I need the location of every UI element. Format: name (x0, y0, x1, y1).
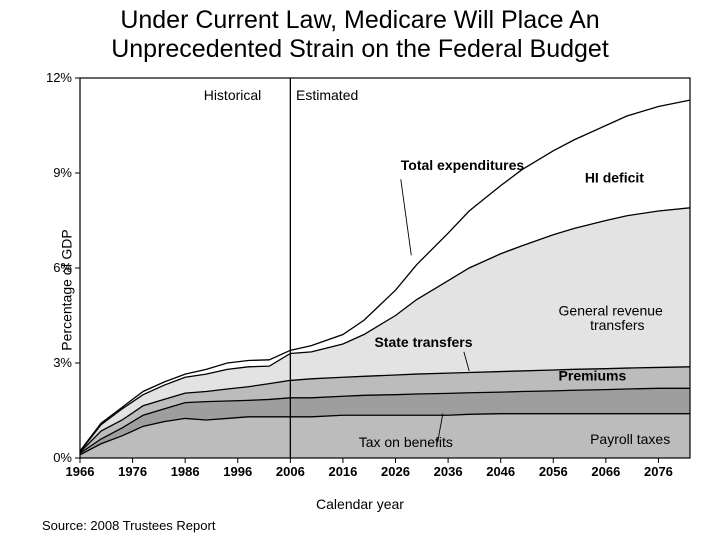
svg-text:2006: 2006 (276, 464, 305, 479)
svg-text:9%: 9% (53, 165, 72, 180)
svg-text:Total expenditures: Total expenditures (401, 156, 525, 172)
x-axis-label: Calendar year (316, 496, 404, 512)
svg-text:0%: 0% (53, 450, 72, 465)
svg-text:Tax on benefits: Tax on benefits (359, 433, 453, 449)
y-axis-label: Percentage of GDP (59, 229, 75, 350)
svg-text:transfers: transfers (590, 316, 644, 332)
svg-text:HI deficit: HI deficit (585, 169, 644, 185)
svg-text:2056: 2056 (539, 464, 568, 479)
svg-text:2046: 2046 (486, 464, 515, 479)
source-footnote: Source: 2008 Trustees Report (0, 514, 720, 533)
svg-text:2016: 2016 (328, 464, 357, 479)
chart-container: Percentage of GDP Calendar year 0%3%6%9%… (10, 66, 710, 514)
svg-text:1966: 1966 (66, 464, 95, 479)
medicare-chart: 0%3%6%9%12%19661976198619962006201620262… (10, 66, 710, 514)
title-line-1: Under Current Law, Medicare Will Place A… (120, 6, 599, 34)
svg-text:2036: 2036 (434, 464, 463, 479)
svg-text:Estimated: Estimated (296, 87, 358, 103)
page-title: Under Current Law, Medicare Will Place A… (0, 0, 720, 64)
svg-text:2066: 2066 (591, 464, 620, 479)
svg-text:State transfers: State transfers (374, 334, 472, 350)
svg-text:Historical: Historical (204, 87, 262, 103)
svg-text:12%: 12% (46, 70, 72, 85)
title-line-2: Unprecedented Strain on the Federal Budg… (111, 35, 609, 63)
svg-text:3%: 3% (53, 355, 72, 370)
svg-text:Payroll taxes: Payroll taxes (590, 430, 670, 446)
svg-text:1986: 1986 (171, 464, 200, 479)
svg-text:Premiums: Premiums (559, 367, 627, 383)
svg-text:2026: 2026 (381, 464, 410, 479)
svg-text:2076: 2076 (644, 464, 673, 479)
svg-text:1976: 1976 (118, 464, 147, 479)
svg-text:1996: 1996 (223, 464, 252, 479)
